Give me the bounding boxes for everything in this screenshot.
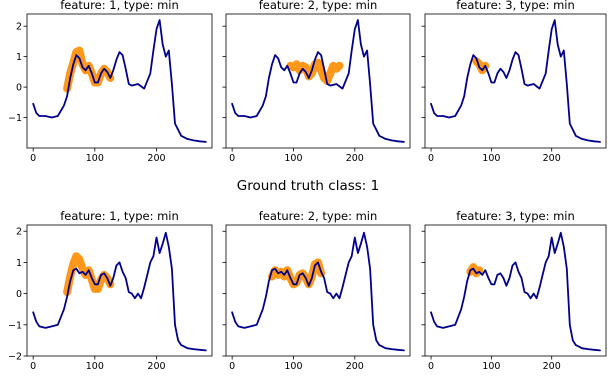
x-tick-label: 100 (86, 153, 104, 164)
x-tick-label: 200 (346, 153, 364, 164)
subplot-title: feature: 1, type: min (60, 0, 179, 12)
x-tick-label: 200 (147, 361, 165, 372)
subplot-title: feature: 1, type: min (60, 209, 179, 223)
subplot-1: feature: 1, type: min 0 100 200 2 1 0 −1 (8, 0, 213, 164)
x-tick-label: 100 (482, 361, 500, 372)
x-tick-label: 0 (30, 153, 36, 164)
plot-frame (225, 13, 411, 149)
subplot-3: feature: 3, type: min 0 100 200 (421, 0, 607, 164)
y-tick-label: 0 (16, 289, 22, 300)
plot-frame (424, 224, 607, 357)
x-tick-label: 100 (284, 153, 302, 164)
y-tick-label: −2 (8, 352, 22, 363)
plot-frame (424, 13, 607, 149)
x-tick-label: 0 (30, 361, 36, 372)
subplot-4: feature: 1, type: min 0 100 200 2 1 0 −1 −2 (8, 209, 213, 372)
x-tick-label: 200 (346, 361, 364, 372)
series-line (32, 231, 207, 352)
y-tick-label: −1 (8, 320, 22, 331)
plot-frame (225, 224, 411, 357)
x-tick-label: 100 (482, 153, 500, 164)
x-tick-label: 200 (147, 153, 165, 164)
subplot-6: feature: 3, type: min 0 100 200 (421, 209, 607, 372)
y-tick-label: 2 (16, 227, 22, 238)
y-tick-label: 2 (16, 22, 22, 33)
y-tick-label: 1 (16, 258, 22, 269)
middle-title: Ground truth class: 1 (237, 178, 379, 194)
x-tick-label: 200 (543, 361, 561, 372)
subplot-title: feature: 3, type: min (456, 209, 575, 223)
series-line (231, 19, 405, 143)
x-tick-label: 100 (284, 361, 302, 372)
subplot-2: feature: 2, type: min 0 100 200 (222, 0, 411, 164)
x-tick-label: 0 (428, 361, 434, 372)
series-line (430, 19, 601, 143)
series-line (430, 231, 601, 352)
x-tick-label: 200 (543, 153, 561, 164)
x-tick-label: 0 (428, 153, 434, 164)
subplot-title: feature: 3, type: min (456, 0, 575, 12)
subplot-title: feature: 2, type: min (259, 0, 378, 12)
plot-frame (26, 13, 213, 149)
y-tick-label: 0 (16, 83, 22, 94)
subplot-title: feature: 2, type: min (259, 209, 378, 223)
series-line (231, 231, 405, 352)
plot-frame (26, 224, 213, 357)
x-tick-label: 100 (86, 361, 104, 372)
x-tick-label: 0 (229, 153, 235, 164)
series-line (32, 19, 207, 143)
x-tick-label: 0 (229, 361, 235, 372)
y-tick-label: −1 (8, 113, 22, 124)
y-tick-label: 1 (16, 52, 22, 63)
highlight-segment (286, 58, 344, 85)
subplot-5: feature: 2, type: min 0 100 200 (222, 209, 411, 372)
